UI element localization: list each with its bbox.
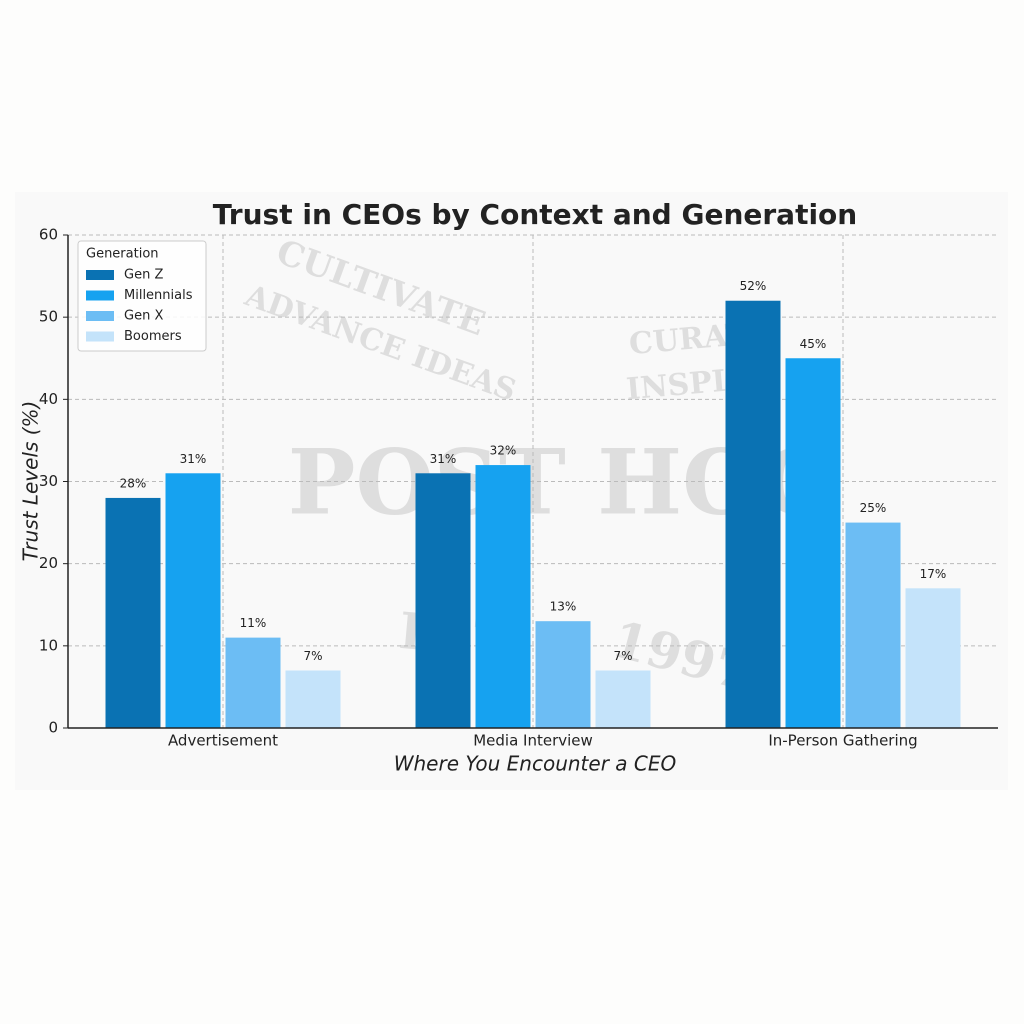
x-axis-label: Where You Encounter a CEO bbox=[394, 752, 677, 776]
y-tick-label: 60 bbox=[39, 226, 58, 244]
bar bbox=[285, 670, 341, 728]
bar bbox=[475, 465, 531, 728]
value-label: 28% bbox=[120, 476, 147, 490]
x-tick-label: Advertisement bbox=[168, 732, 278, 750]
y-tick-label: 0 bbox=[48, 719, 58, 737]
y-tick-label: 40 bbox=[39, 390, 58, 408]
y-tick-label: 10 bbox=[39, 636, 58, 654]
legend-title: Generation bbox=[86, 247, 159, 262]
value-label: 31% bbox=[180, 452, 207, 466]
legend-label: Boomers bbox=[124, 329, 182, 344]
bar bbox=[415, 473, 471, 728]
value-label: 45% bbox=[800, 337, 827, 351]
value-label: 25% bbox=[860, 501, 887, 515]
bar bbox=[105, 497, 161, 728]
legend-label: Gen X bbox=[124, 309, 163, 324]
value-label: 32% bbox=[490, 444, 517, 458]
y-axis-label: Trust Levels (%) bbox=[19, 401, 43, 562]
legend-swatch bbox=[86, 270, 114, 280]
x-tick-label: Media Interview bbox=[473, 732, 593, 750]
bar bbox=[785, 358, 841, 728]
value-label: 11% bbox=[240, 616, 267, 630]
bar bbox=[225, 637, 281, 728]
bar bbox=[595, 670, 651, 728]
legend-swatch bbox=[86, 311, 114, 321]
legend-label: Millennials bbox=[124, 288, 193, 303]
y-tick-label: 30 bbox=[39, 472, 58, 490]
legend-swatch bbox=[86, 331, 114, 342]
value-label: 52% bbox=[740, 279, 767, 293]
bar bbox=[165, 473, 221, 728]
legend-box bbox=[77, 240, 207, 352]
value-label: 17% bbox=[920, 567, 947, 581]
bar bbox=[725, 300, 781, 728]
bar bbox=[905, 588, 961, 728]
bar bbox=[845, 522, 901, 728]
y-tick-label: 20 bbox=[39, 554, 58, 572]
value-label: 7% bbox=[613, 649, 632, 663]
value-label: 31% bbox=[430, 452, 457, 466]
value-label: 13% bbox=[550, 600, 577, 614]
x-tick-label: In-Person Gathering bbox=[768, 732, 917, 750]
chart-title: Trust in CEOs by Context and Generation bbox=[213, 198, 857, 231]
legend-label: Gen Z bbox=[124, 268, 163, 283]
bar bbox=[535, 621, 591, 728]
value-label: 7% bbox=[303, 649, 322, 663]
legend-swatch bbox=[86, 290, 114, 301]
y-tick-label: 50 bbox=[39, 308, 58, 326]
